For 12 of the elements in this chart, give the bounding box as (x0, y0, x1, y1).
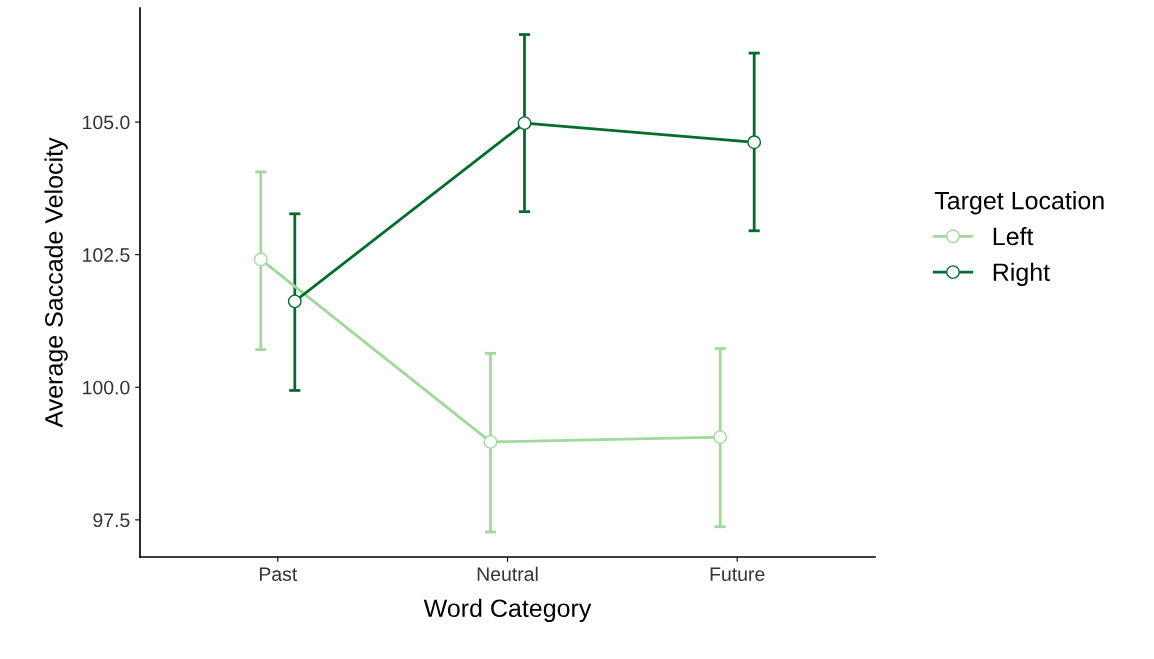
x-tick-label: Future (710, 567, 765, 581)
legend-title: Target Location (934, 191, 1104, 215)
x-tick-label: Past (259, 567, 298, 581)
x-axis-title: Word Category (423, 598, 592, 623)
y-tick-label: 102.5 (83, 248, 130, 262)
y-tick-label: 97.5 (93, 513, 130, 528)
legend-label: Right (993, 262, 1050, 287)
y-tick-label: 100.0 (83, 380, 130, 395)
legend-label: Left (993, 226, 1034, 246)
x-tick-label: Neutral (477, 566, 538, 581)
y-axis-title: Average Saccade Velocity (44, 137, 68, 428)
y-tick-label: 105.0 (83, 115, 130, 130)
